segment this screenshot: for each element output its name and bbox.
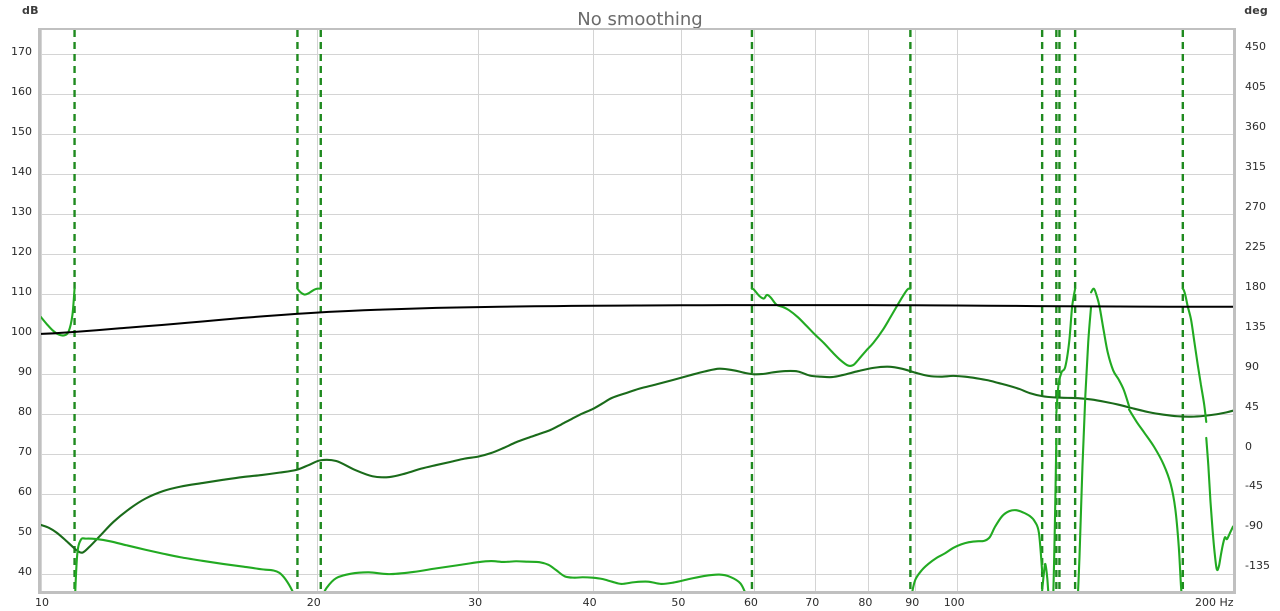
y-left-tick-120: 120	[11, 244, 32, 258]
y-left-tick-150: 150	[11, 124, 32, 138]
right-axis-unit-label: deg	[1244, 4, 1268, 17]
y-left-tick-110: 110	[11, 284, 32, 298]
y-right-tick-90: 90	[1245, 359, 1259, 373]
y-left-tick-160: 160	[11, 84, 32, 98]
horizontal-gridlines	[41, 54, 1233, 575]
y-right-tick-405: 405	[1245, 80, 1266, 94]
x-tick-60: 60	[743, 596, 758, 609]
y-right-tick-135: 135	[1245, 319, 1266, 333]
y-right-tick-0: 0	[1245, 439, 1252, 453]
reference-curve	[41, 304, 1233, 335]
y-left-tick-80: 80	[18, 404, 32, 418]
x-tick-40: 40	[582, 596, 597, 609]
y-right-tick-315: 315	[1245, 159, 1266, 173]
y-right-tick-45: 45	[1245, 399, 1259, 413]
vertical-gridlines	[41, 30, 958, 591]
x-tick-80: 80	[858, 596, 873, 609]
y-right-tick-neg45: -45	[1245, 479, 1263, 493]
y-left-tick-70: 70	[18, 444, 32, 458]
y-right-tick-180: 180	[1245, 279, 1266, 293]
y-left-tick-90: 90	[18, 364, 32, 378]
x-tick-10: 10	[35, 596, 49, 609]
x-tick-100: 100	[943, 596, 965, 609]
y-right-tick-270: 270	[1245, 199, 1266, 213]
phase-curve	[41, 287, 1233, 591]
y-left-tick-40: 40	[18, 564, 32, 578]
x-tick-20: 20	[306, 596, 321, 609]
y-right-tick-225: 225	[1245, 239, 1266, 253]
y-left-tick-100: 100	[11, 324, 32, 338]
y-right-tick-neg90: -90	[1245, 519, 1263, 533]
x-tick-30: 30	[468, 596, 483, 609]
y-left-tick-140: 140	[11, 164, 32, 178]
x-tick-70: 70	[805, 596, 820, 609]
y-left-tick-130: 130	[11, 204, 32, 218]
y-left-tick-170: 170	[11, 44, 32, 58]
chart-canvas	[41, 30, 1233, 591]
y-right-tick-360: 360	[1245, 119, 1266, 133]
plot-area[interactable]	[38, 28, 1236, 594]
phase-wrap-markers	[73, 30, 1185, 591]
x-tick-90: 90	[905, 596, 920, 609]
y-left-tick-60: 60	[18, 484, 32, 498]
x-tick-200: 200 Hz	[1195, 596, 1234, 609]
chart-title: No smoothing	[577, 9, 703, 30]
y-left-tick-50: 50	[18, 524, 32, 538]
y-right-tick-neg135: -135	[1245, 559, 1270, 573]
left-axis-unit-label: dB	[22, 4, 39, 17]
y-right-tick-450: 450	[1245, 40, 1266, 54]
x-tick-50: 50	[671, 596, 686, 609]
spl-curve	[41, 365, 1233, 554]
